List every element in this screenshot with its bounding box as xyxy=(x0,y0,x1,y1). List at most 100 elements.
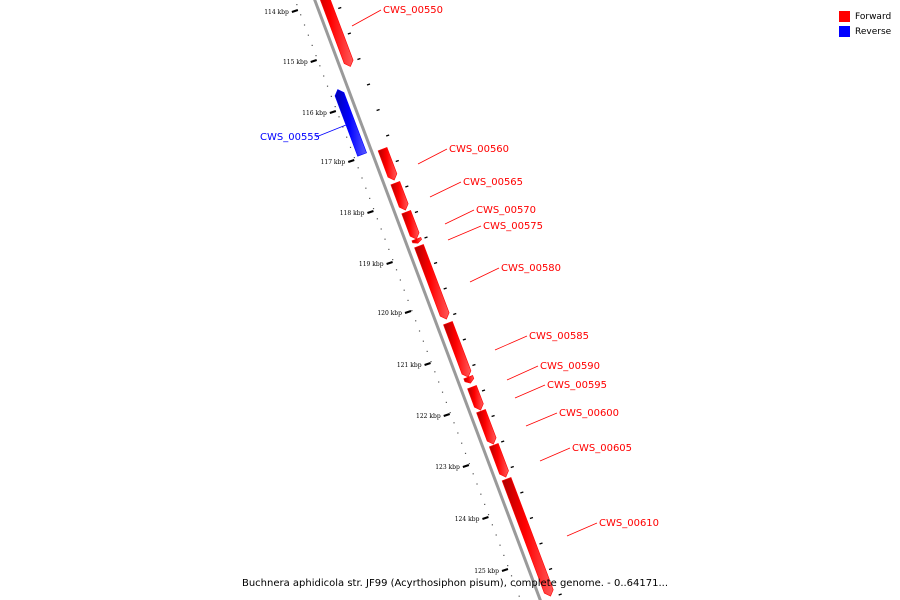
tick-label: 120 kbp xyxy=(377,310,402,317)
minor-tick-dot xyxy=(315,55,317,57)
minor-tick-dot xyxy=(338,116,340,118)
minor-tick-dot xyxy=(484,503,486,505)
minor-tick-dot xyxy=(438,381,440,383)
minor-tick-dot xyxy=(461,442,463,444)
tick-mark xyxy=(462,464,470,468)
tick-mark xyxy=(443,413,451,417)
minor-tick-dot xyxy=(430,361,432,363)
minor-tick-dot xyxy=(491,524,493,526)
minor-tick-dash xyxy=(395,159,399,163)
tick-mark xyxy=(329,110,337,114)
tick-label: 117 kbp xyxy=(321,159,346,166)
minor-tick-dot xyxy=(346,136,348,138)
tick-mark xyxy=(482,516,489,520)
gene-label: CWS_00580 xyxy=(501,263,561,274)
gene-labels: CWS_00550 CWS_00555 CWS_00560 CWS_00565 CWS_… xyxy=(260,5,659,537)
gene-features xyxy=(320,0,554,597)
tick-label: 121 kbp xyxy=(397,362,422,369)
minor-tick-dot xyxy=(353,157,355,159)
gene-feature-cws-00560 xyxy=(377,147,398,181)
minor-tick-dot xyxy=(326,85,329,87)
minor-tick-dot xyxy=(300,14,302,16)
legend-item-reverse: Reverse xyxy=(839,24,891,39)
minor-tick-dot xyxy=(319,65,321,67)
minor-tick-dot xyxy=(365,187,367,189)
minor-tick-dot xyxy=(303,24,306,26)
legend-item-forward: Forward xyxy=(839,9,891,24)
tick-label: 119 kbp xyxy=(359,261,384,268)
tick-mark xyxy=(386,261,393,265)
gene-label: CWS_00590 xyxy=(540,361,600,372)
tick-label: 125 kbp xyxy=(474,568,499,575)
minor-tick-dot xyxy=(480,493,482,495)
minor-tick-dot xyxy=(476,483,478,485)
backbone-line xyxy=(313,0,542,600)
minor-tick-dot xyxy=(418,330,421,332)
minor-tick-dot xyxy=(395,269,398,271)
minor-tick-dash xyxy=(520,491,524,494)
minor-tick-dot xyxy=(499,544,501,546)
minor-tick-dot xyxy=(369,197,371,199)
minor-tick-dot xyxy=(495,534,497,536)
minor-tick-dash xyxy=(405,185,409,188)
minor-tick-dot xyxy=(384,238,386,240)
minor-tick-dot xyxy=(445,401,447,403)
tick-mark xyxy=(501,568,509,572)
minor-tick-dot xyxy=(507,565,509,567)
legend: Forward Reverse xyxy=(839,9,891,39)
minor-tick-dot xyxy=(361,177,363,179)
gene-feature-cws-00600 xyxy=(476,409,497,445)
minor-tick-dot xyxy=(403,289,405,291)
gene-label: CWS_00610 xyxy=(599,518,659,529)
minor-tick-dash xyxy=(529,516,534,520)
gene-feature-cws-00575 xyxy=(411,237,422,244)
gene-feature-cws-00550 xyxy=(320,0,354,67)
gene-label: CWS_00550 xyxy=(383,5,443,16)
tick-label: 123 kbp xyxy=(435,464,460,471)
gene-label-line xyxy=(444,209,475,225)
tick-label: 116 kbp xyxy=(302,110,327,117)
minor-tick-dash xyxy=(491,414,495,418)
tick-label: 115 kbp xyxy=(283,59,308,66)
minor-tick-dash xyxy=(366,83,371,86)
tick-mark xyxy=(367,210,374,214)
minor-tick-dot xyxy=(334,106,336,108)
minor-tick-dot xyxy=(503,554,505,556)
minor-tick-dash xyxy=(481,389,486,392)
minor-tick-dash xyxy=(472,363,476,367)
minor-tick-dash xyxy=(347,32,352,35)
gene-feature-cws-00590 xyxy=(463,375,475,384)
gene-label-line xyxy=(469,267,500,283)
minor-tick-dot xyxy=(399,279,401,281)
minor-tick-dash xyxy=(539,542,543,545)
minor-tick-dot xyxy=(426,350,428,352)
gene-label-line xyxy=(539,447,571,462)
minor-tick-dot xyxy=(307,34,309,36)
minor-tick-dash xyxy=(414,210,419,214)
minor-tick-dash xyxy=(548,567,553,571)
legend-swatch-reverse xyxy=(839,26,850,37)
minor-tick-dash xyxy=(453,312,457,316)
gene-feature-cws-00580 xyxy=(414,244,450,320)
gene-feature-cws-00605 xyxy=(488,443,509,478)
minor-tick-dot xyxy=(330,95,332,97)
gene-label: CWS_00560 xyxy=(449,144,509,155)
minor-tick-dash xyxy=(424,236,428,239)
gene-label-line xyxy=(315,124,347,138)
gene-feature-cws-00570 xyxy=(401,210,420,240)
minor-tick-dash xyxy=(385,134,390,137)
gene-label-line xyxy=(494,335,528,351)
gene-label: CWS_00595 xyxy=(547,380,607,391)
minor-tick-dot xyxy=(372,208,375,210)
gene-label-line xyxy=(351,9,382,27)
minor-tick-dot xyxy=(342,126,344,128)
minor-tick-dash xyxy=(558,593,562,596)
tick-label: 114 kbp xyxy=(264,9,289,16)
tick-marks: 114 kbp 115 kbp 116 kbp 117 kbp 118 kbp 119 k… xyxy=(264,9,509,575)
minor-tick-dot xyxy=(296,4,298,6)
tick-mark xyxy=(424,362,431,366)
gene-feature-cws-00585 xyxy=(443,321,472,378)
minor-tick-dot xyxy=(380,228,382,230)
minor-tick-dash xyxy=(357,57,361,61)
minor-tick-dot xyxy=(518,595,520,597)
